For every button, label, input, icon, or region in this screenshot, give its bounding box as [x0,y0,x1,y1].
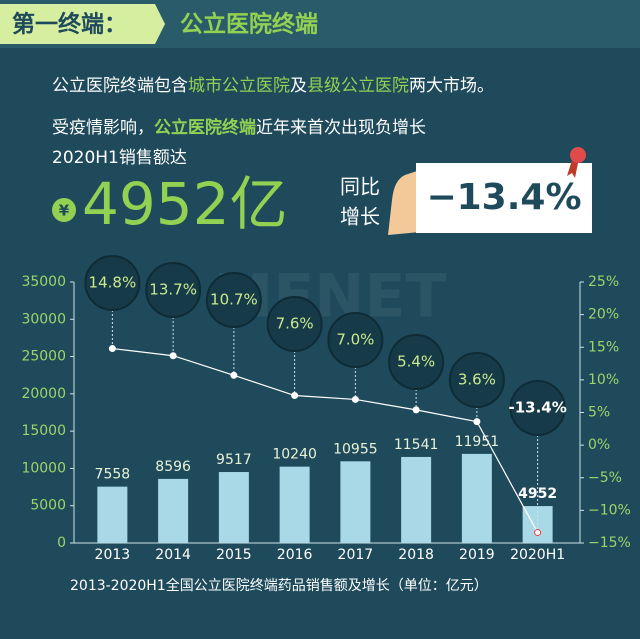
intro-line: 公立医院终端包含城市公立医院及县级公立医院两大市场。 [52,76,494,96]
growth-point [230,371,238,379]
text: 两大市场。 [409,76,494,96]
bubble [388,334,445,390]
bubble [327,312,384,368]
y2-tick-label: 15% [588,339,619,355]
y-tick-label: 25000 [21,349,66,365]
value-label: 5.4% [397,353,435,371]
bar-label: 11951 [455,434,500,450]
growth-point [351,395,359,403]
bar-label: 11541 [394,437,439,453]
header-title: 公立医院终端 [180,11,318,38]
growth-point [473,418,481,426]
x-tick-label: 2015 [216,547,252,563]
bar [218,472,249,543]
value-label: 3.6% [458,371,496,389]
bar-label: 4952 [518,486,557,502]
amount: 4952亿 [82,170,288,238]
bubble [145,262,202,318]
currency: ¥ [59,202,70,220]
caption: 2013-2020H1全国公立医院终端药品销售额及增长（单位：亿元） [70,577,488,594]
x-tick-label: 2018 [398,547,434,563]
y-tick-label: 30000 [21,311,66,327]
value-label: 7.6% [276,315,314,333]
x-tick-label: 2020H1 [510,547,565,563]
bar-label: 10955 [333,441,378,457]
x-tick-label: 2019 [459,547,495,563]
growth-point [108,345,116,353]
y-tick-label: 20000 [21,386,66,402]
x-tick-label: 2017 [338,547,374,563]
y2-tick-label: −15% [588,535,631,551]
value-label: 10.7% [210,291,258,309]
highlight: 公立医院终端 [154,117,256,138]
y2-tick-label: 5% [588,405,610,421]
bar [158,478,189,543]
y2-tick-label: 0% [588,437,610,453]
x-tick-label: 2013 [95,547,131,563]
growth-point [412,406,420,414]
value-label: 13.7% [149,281,197,299]
bubble [266,296,323,352]
bar [279,466,310,543]
currency-badge [52,198,76,222]
bubble [205,272,262,328]
x-tick-label: 2016 [277,547,313,563]
bar [97,486,128,543]
value-label: 7.0% [336,331,374,349]
bubble [509,380,566,436]
y-tick-label: 0 [57,535,66,551]
hand-icon [388,170,420,235]
bar-label: 7558 [95,467,131,483]
growth-point [291,392,299,400]
text: 受疫情影响， [52,118,154,138]
header-tag-bg [0,4,165,44]
growth-label: 同比 [340,175,380,199]
bubble [84,255,141,311]
y2-tick-label: 10% [588,372,619,388]
text: 公立医院终端包含 [52,76,188,96]
y2-tick-label: 20% [588,307,619,323]
bar [401,456,432,543]
growth-value: −13.4% [426,177,581,218]
bar-label: 8596 [155,459,191,475]
growth-line [112,347,539,533]
header-tag: 第一终端： [12,11,127,38]
intro-line: 2020H1销售额达 [52,148,187,168]
highlight: 城市公立医院 [188,76,290,96]
value-label: 14.8% [89,274,137,292]
growth-box [416,163,592,233]
bar-label: 9517 [216,452,252,468]
intro-line: 受疫情影响，公立医院终端近年来首次出现负增长 [52,117,426,138]
bar-label: 10240 [272,447,317,463]
bar [340,461,371,543]
y2-tick-label: −5% [588,470,622,486]
growth-point [534,529,542,537]
y-tick-label: 10000 [21,460,66,476]
y2-tick-label: −10% [588,502,631,518]
y2-tick-label: 25% [588,274,619,290]
y-tick-label: 15000 [21,423,66,439]
growth-label: 增长 [340,205,380,229]
y-tick-label: 35000 [21,274,66,290]
ribbon-icon [567,160,578,178]
x-tick-label: 2014 [155,547,191,563]
value-label: -13.4% [508,399,566,417]
text: 及 [290,76,307,96]
y-tick-label: 5000 [30,498,66,514]
bar [461,453,492,543]
highlight: 县级公立医院 [307,76,409,96]
bubble [448,352,505,408]
text: 近年来首次出现负增长 [256,118,426,138]
growth-point [169,352,177,360]
ribbon-icon [570,147,586,163]
